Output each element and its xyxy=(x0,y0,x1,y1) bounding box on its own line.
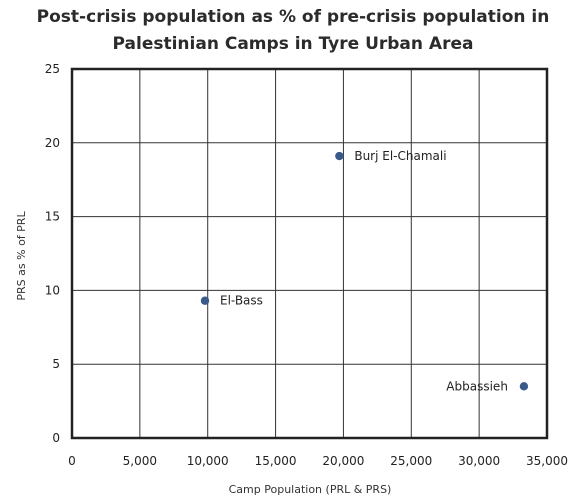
data-label: Abbassieh xyxy=(446,379,508,393)
x-tick-label: 10,000 xyxy=(187,454,229,468)
y-tick-label: 0 xyxy=(52,431,60,445)
x-axis-label: Camp Population (PRL & PRS) xyxy=(229,483,392,496)
chart-title: Post-crisis population as % of pre-crisi… xyxy=(0,4,586,58)
y-axis-label: PRS as % of PRL xyxy=(15,211,28,301)
tick-labels: 0 5,000 10,000 15,000 20,000 25,000 30,000 35,0… xyxy=(45,62,568,468)
x-tick-label: 5,000 xyxy=(123,454,157,468)
data-point xyxy=(200,296,210,305)
grid-lines xyxy=(70,67,549,440)
x-tick-label: 20,000 xyxy=(322,454,364,468)
y-tick-label: 5 xyxy=(52,357,60,371)
chart-title-line-1: Post-crisis population as % of pre-crisi… xyxy=(36,7,550,27)
x-tick-label: 25,000 xyxy=(390,454,432,468)
data-label: El-Bass xyxy=(220,294,263,308)
data-points: Burj El-Chamali El-Bass Abbassieh xyxy=(200,149,529,393)
y-tick-label: 15 xyxy=(45,210,60,224)
x-tick-label: 30,000 xyxy=(458,454,500,468)
plot-frame xyxy=(70,67,549,440)
x-tick-label: 35,000 xyxy=(526,454,568,468)
data-label: Burj El-Chamali xyxy=(354,149,446,163)
x-tick-label: 15,000 xyxy=(255,454,297,468)
x-tick-label: 0 xyxy=(68,454,76,468)
y-tick-label: 20 xyxy=(45,136,60,150)
data-point xyxy=(335,151,344,161)
y-tick-label: 10 xyxy=(45,283,60,297)
chart-title-line-2: Palestinian Camps in Tyre Urban Area xyxy=(112,34,474,54)
y-tick-label: 25 xyxy=(45,62,60,76)
data-point xyxy=(519,382,529,391)
